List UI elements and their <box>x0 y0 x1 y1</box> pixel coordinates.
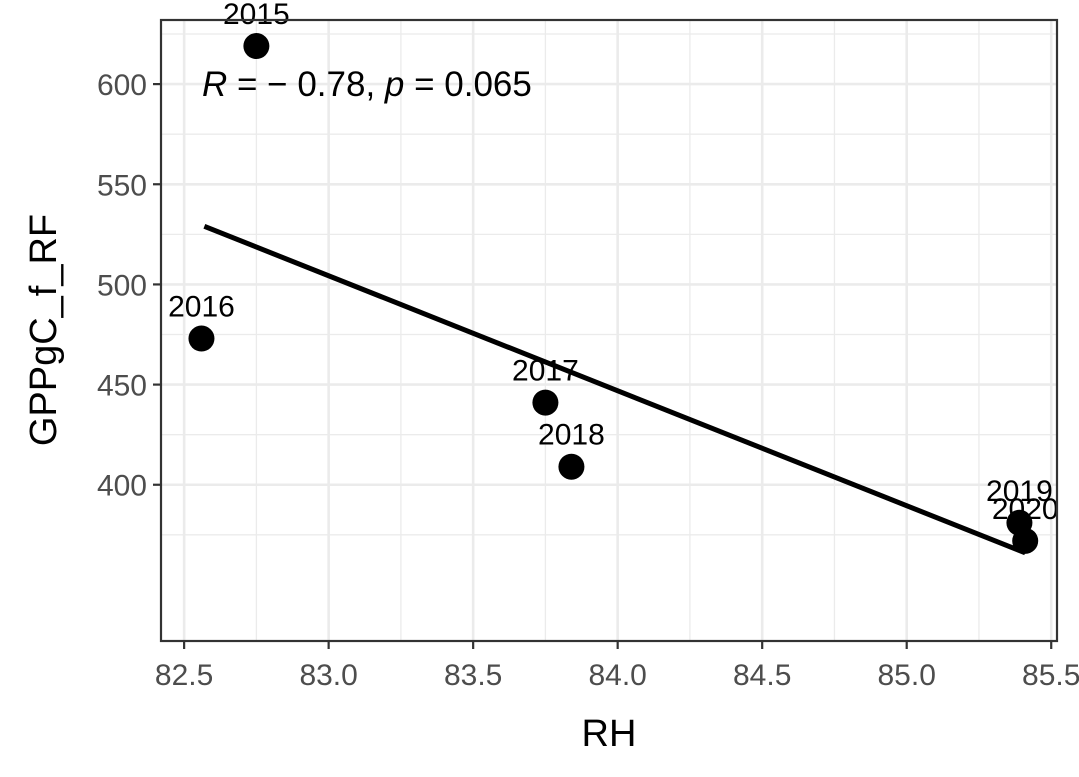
plot-panel-border <box>159 18 1059 643</box>
p-value: = 0.065 <box>404 65 531 104</box>
point-label-2018: 2018 <box>538 419 605 452</box>
p-symbol: p <box>384 65 404 104</box>
x-tick-label: 82.5 <box>155 659 213 692</box>
y-axis-ticks: 400 450 500 550 600 <box>97 69 161 503</box>
x-axis-title: RH <box>582 713 637 755</box>
point-label-2015: 2015 <box>223 0 290 31</box>
data-point-2020 <box>1012 527 1039 554</box>
y-axis-title: GPPgC_f_RF <box>23 214 65 446</box>
y-tick-label: 450 <box>97 370 147 403</box>
point-label-2020: 2020 <box>992 493 1059 526</box>
y-tick-label: 500 <box>97 269 147 302</box>
x-tick-label: 84.5 <box>733 659 791 692</box>
data-point-2017 <box>532 389 559 416</box>
data-point-2018 <box>558 453 585 480</box>
y-tick-label: 550 <box>97 169 147 202</box>
plot-panel-background <box>161 20 1057 641</box>
y-tick-label: 400 <box>97 470 147 503</box>
correlation-annotation: R = − 0.78, p = 0.065 <box>202 65 532 104</box>
x-tick-label: 83.0 <box>299 659 357 692</box>
y-tick-label: 600 <box>97 69 147 102</box>
point-label-2017: 2017 <box>512 355 579 388</box>
x-tick-label: 85.0 <box>878 659 936 692</box>
data-point-2015 <box>243 33 270 60</box>
data-points <box>188 33 1039 554</box>
x-tick-label: 85.5 <box>1022 659 1079 692</box>
r-value: = − 0.78, <box>227 65 385 104</box>
x-tick-label: 84.0 <box>588 659 646 692</box>
point-label-2019: 2019 <box>986 475 1053 508</box>
regression-line-group <box>203 224 1027 556</box>
regression-line <box>203 224 1027 556</box>
major-gridlines <box>161 20 1057 641</box>
data-point-2016 <box>188 325 215 352</box>
r-symbol: R <box>202 65 227 104</box>
x-tick-label: 83.5 <box>444 659 502 692</box>
point-label-2016: 2016 <box>168 291 235 324</box>
x-axis-ticks: 82.5 83.0 83.5 84.0 84.5 85.0 85.5 <box>155 641 1079 692</box>
